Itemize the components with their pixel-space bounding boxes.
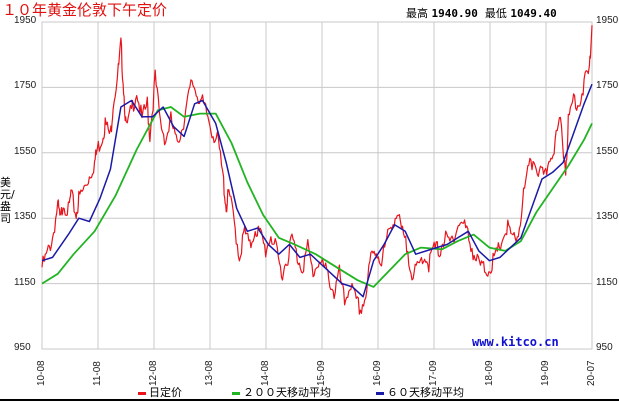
- x-tick-label: 20-07: [586, 360, 597, 386]
- plot-frame: [41, 21, 593, 350]
- legend-swatch: [232, 391, 240, 395]
- x-tick-label: 14-08: [260, 360, 271, 386]
- ma60-line: [41, 83, 593, 298]
- bottom-rule: [0, 399, 619, 401]
- chart-title: １０年黄金伦敦下午定价: [2, 1, 168, 19]
- y-tick-label-right: 950: [596, 342, 613, 353]
- legend-item-ma200: ２００天移动平均: [232, 384, 331, 400]
- y-tick-label-left: 1150: [14, 276, 36, 288]
- daily-price-line: [41, 25, 593, 315]
- x-tick-label: 19-09: [540, 360, 551, 386]
- high-label: 最高: [406, 7, 428, 20]
- y-tick-label-left: 1950: [14, 15, 37, 26]
- x-tick-label: 16-09: [372, 360, 383, 386]
- price-stats: 最高 1940.90 最低 1049.40: [406, 5, 557, 21]
- low-value: 1049.40: [510, 7, 557, 20]
- y-tick-label-right: 1350: [596, 211, 619, 223]
- legend-item-ma60: ６０天移动平均: [376, 384, 464, 400]
- y-tick-label-right: 1750: [596, 80, 619, 92]
- y-tick-label-right: 1550: [596, 145, 619, 157]
- x-tick-label: 10-08: [36, 360, 47, 386]
- legend: 日定价 ２００天移动平均 ６０天移动平均: [0, 384, 619, 400]
- legend-item-daily: 日定价: [138, 384, 182, 400]
- x-tick-label: 11-08: [92, 361, 103, 386]
- y-tick-label-right: 1950: [596, 15, 619, 26]
- legend-swatch: [138, 391, 146, 395]
- legend-swatch: [376, 391, 384, 395]
- x-tick-label: 12-08: [148, 360, 159, 386]
- y-axis-unit: 美元/盎司: [0, 176, 15, 225]
- y-tick-label-left: 1750: [14, 80, 37, 92]
- high-value: 1940.90: [431, 7, 478, 20]
- x-tick-label: 18-09: [484, 360, 495, 386]
- watermark: www.kitco.cn: [472, 335, 559, 349]
- x-tick-label: 13-08: [204, 360, 215, 386]
- x-tick-label: 15-09: [316, 360, 327, 386]
- low-label: 最低: [484, 7, 507, 20]
- x-tick-label: 17-09: [428, 360, 439, 386]
- y-tick-label-left: 950: [14, 342, 31, 353]
- y-tick-label-left: 1350: [14, 211, 37, 223]
- y-tick-label-right: 1150: [596, 276, 618, 288]
- y-tick-label-left: 1550: [14, 145, 37, 157]
